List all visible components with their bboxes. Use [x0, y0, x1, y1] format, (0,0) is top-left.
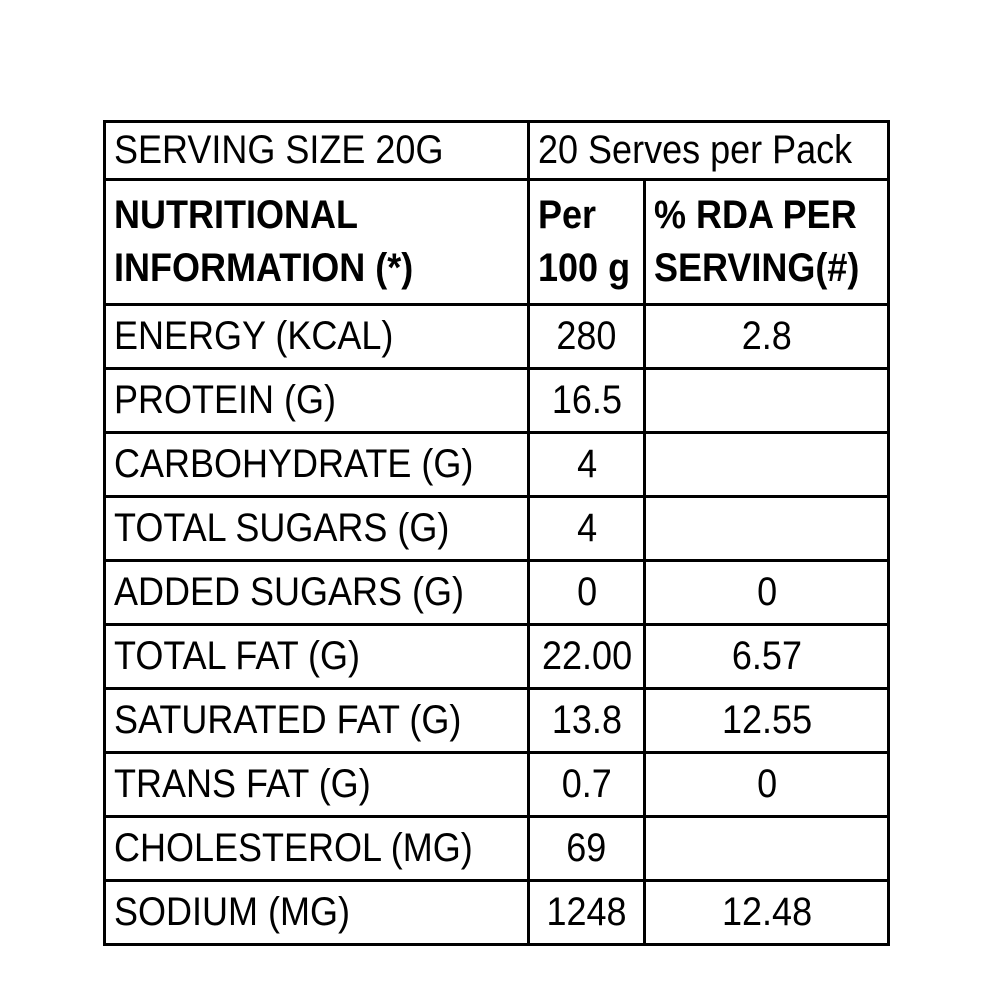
rda-value-cell	[643, 431, 891, 498]
rda-value-cell	[643, 495, 891, 562]
table-row: CARBOHYDRATE (G) 4	[103, 431, 891, 498]
rda-value-cell: 0	[643, 751, 891, 818]
nutrient-label-cell: ADDED SUGARS (G)	[103, 559, 530, 626]
per-100g-value: 1248	[546, 890, 627, 934]
table-row: PROTEIN (G) 16.5	[103, 367, 891, 434]
per-100g-value-cell: 280	[526, 303, 647, 370]
rda-value-cell	[643, 367, 891, 434]
per-100g-value-cell: 0.7	[526, 751, 647, 818]
serves-per-pack-cell: 20 Serves per Pack	[526, 120, 891, 181]
serving-size-row: SERVING SIZE 20G 20 Serves per Pack	[103, 120, 891, 181]
table-row: TOTAL FAT (G) 22.00 6.57	[103, 623, 891, 690]
table-row: ENERGY (KCAL) 280 2.8	[103, 303, 891, 370]
nutrient-label: ADDED SUGARS (G)	[114, 570, 465, 614]
nutritional-information-header-cell: NUTRITIONAL INFORMATION (*)	[103, 178, 530, 306]
per-100g-value: 22.00	[541, 634, 632, 678]
per-100g-value: 13.8	[551, 698, 622, 742]
per-100g-value-cell: 4	[526, 431, 647, 498]
nutrient-label-cell: ENERGY (KCAL)	[103, 303, 530, 370]
nutrient-label: TOTAL FAT (G)	[114, 634, 361, 678]
nutrient-label-cell: SATURATED FAT (G)	[103, 687, 530, 754]
nutrient-label-cell: TOTAL FAT (G)	[103, 623, 530, 690]
per-100g-value: 4	[576, 506, 597, 550]
nutrient-label: SATURATED FAT (G)	[114, 698, 462, 742]
nutrient-label-cell: PROTEIN (G)	[103, 367, 530, 434]
rda-value: 0	[756, 762, 777, 806]
rda-value-cell	[643, 815, 891, 882]
rda-value-cell: 0	[643, 559, 891, 626]
per-100g-value-cell: 22.00	[526, 623, 647, 690]
serves-per-pack-label: 20 Serves per Pack	[538, 128, 853, 172]
per-100g-value-cell: 4	[526, 495, 647, 562]
rda-value-cell: 2.8	[643, 303, 891, 370]
per-100g-value-cell: 16.5	[526, 367, 647, 434]
per-100g-value: 0	[576, 570, 597, 614]
table-row: SATURATED FAT (G) 13.8 12.55	[103, 687, 891, 754]
rda-value-cell: 12.55	[643, 687, 891, 754]
nutrient-label-cell: CARBOHYDRATE (G)	[103, 431, 530, 498]
nutrient-label: CARBOHYDRATE (G)	[114, 442, 474, 486]
per-100g-header: Per 100 g	[538, 193, 631, 290]
nutrient-label: SODIUM (MG)	[114, 890, 350, 934]
table-row: SODIUM (MG) 1248 12.48	[103, 879, 891, 946]
rda-per-serving-header: % RDA PER SERVING(#)	[654, 193, 860, 290]
per-100g-value: 16.5	[551, 378, 622, 422]
per-100g-value-cell: 1248	[526, 879, 647, 946]
rda-value-cell: 6.57	[643, 623, 891, 690]
rda-value: 2.8	[741, 314, 792, 358]
nutrition-information-table: SERVING SIZE 20G 20 Serves per Pack NUTR…	[103, 120, 891, 946]
serving-size-cell: SERVING SIZE 20G	[103, 120, 530, 181]
per-100g-value: 69	[566, 826, 607, 870]
nutrient-label: ENERGY (KCAL)	[114, 314, 394, 358]
per-100g-value: 4	[576, 442, 597, 486]
nutritional-information-header: NUTRITIONAL INFORMATION (*)	[114, 193, 414, 290]
per-100g-value-cell: 69	[526, 815, 647, 882]
nutrient-label-cell: SODIUM (MG)	[103, 879, 530, 946]
nutrient-label: CHOLESTEROL (MG)	[114, 826, 473, 870]
nutrient-label: TRANS FAT (G)	[114, 762, 371, 806]
per-100g-header-cell: Per 100 g	[526, 178, 647, 306]
rda-value-cell: 12.48	[643, 879, 891, 946]
nutrient-label-cell: CHOLESTEROL (MG)	[103, 815, 530, 882]
nutrient-label: TOTAL SUGARS (G)	[114, 506, 450, 550]
per-100g-value-cell: 13.8	[526, 687, 647, 754]
per-100g-value: 280	[556, 314, 617, 358]
rda-value: 12.55	[721, 698, 812, 742]
per-100g-value: 0.7	[561, 762, 612, 806]
nutrient-label-cell: TOTAL SUGARS (G)	[103, 495, 530, 562]
column-header-row: NUTRITIONAL INFORMATION (*) Per 100 g % …	[103, 178, 891, 306]
serving-size-label: SERVING SIZE 20G	[114, 128, 444, 172]
rda-value: 6.57	[731, 634, 802, 678]
table-row: TRANS FAT (G) 0.7 0	[103, 751, 891, 818]
rda-per-serving-header-cell: % RDA PER SERVING(#)	[643, 178, 891, 306]
per-100g-value-cell: 0	[526, 559, 647, 626]
table-row: ADDED SUGARS (G) 0 0	[103, 559, 891, 626]
rda-value: 0	[756, 570, 777, 614]
rda-value: 12.48	[721, 890, 812, 934]
table-row: TOTAL SUGARS (G) 4	[103, 495, 891, 562]
table-row: CHOLESTEROL (MG) 69	[103, 815, 891, 882]
nutrient-label-cell: TRANS FAT (G)	[103, 751, 530, 818]
nutrient-label: PROTEIN (G)	[114, 378, 337, 422]
